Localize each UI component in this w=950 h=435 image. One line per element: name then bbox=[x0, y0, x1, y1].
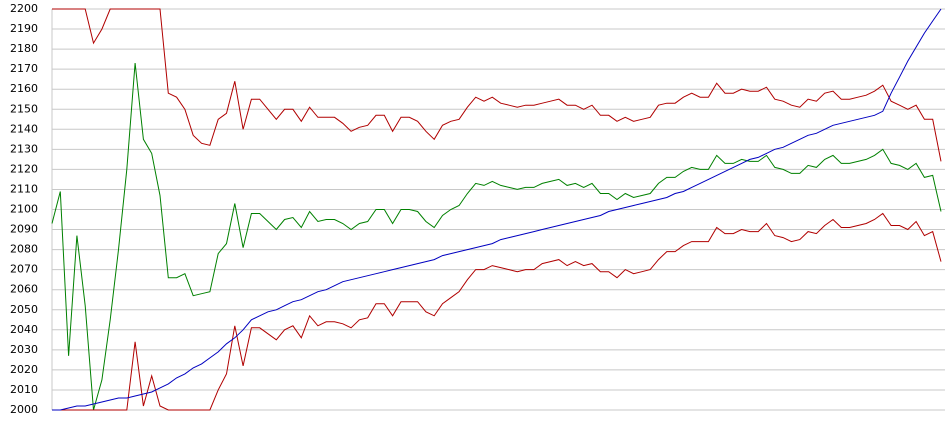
y-tick-label: 2000 bbox=[10, 403, 38, 416]
y-tick-label: 2040 bbox=[10, 323, 38, 336]
y-tick-label: 2140 bbox=[10, 122, 38, 135]
y-tick-label: 2100 bbox=[10, 203, 38, 216]
y-tick-label: 2010 bbox=[10, 383, 38, 396]
y-tick-label: 2070 bbox=[10, 263, 38, 276]
y-tick-label: 2160 bbox=[10, 82, 38, 95]
y-tick-label: 2090 bbox=[10, 223, 38, 236]
line-series bbox=[52, 8, 942, 162]
y-tick-label: 2050 bbox=[10, 303, 38, 316]
y-tick-label: 2170 bbox=[10, 62, 38, 75]
y-tick-label: 2030 bbox=[10, 343, 38, 356]
y-tick-label: 2110 bbox=[10, 182, 38, 195]
y-tick-label: 2080 bbox=[10, 243, 38, 256]
y-tick-label: 2200 bbox=[10, 2, 38, 15]
y-tick-label: 2190 bbox=[10, 22, 38, 35]
line-series bbox=[51, 63, 942, 411]
line-series bbox=[52, 212, 942, 411]
y-tick-label: 2150 bbox=[10, 102, 38, 115]
y-tick-label: 2180 bbox=[10, 42, 38, 55]
y-tick-label: 2060 bbox=[10, 283, 38, 296]
line-series bbox=[52, 8, 942, 411]
y-tick-label: 2120 bbox=[10, 162, 38, 175]
y-tick-label: 2130 bbox=[10, 142, 38, 155]
y-tick-label: 2020 bbox=[10, 363, 38, 376]
